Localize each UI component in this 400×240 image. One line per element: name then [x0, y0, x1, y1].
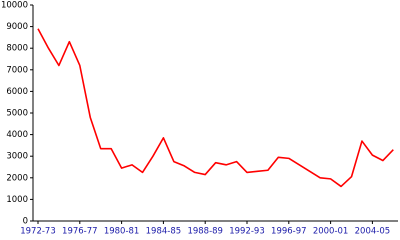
data-line	[37, 28, 394, 188]
y-tick-label: 10000	[1, 1, 28, 11]
y-tick-label: 4000	[6, 130, 28, 140]
y-tick-label: 0	[23, 217, 28, 227]
x-tick-label: 1984-85	[146, 227, 182, 237]
x-tick-label: 1988-89	[187, 227, 223, 237]
x-tick-label: 1972-73	[20, 227, 56, 237]
y-tick-label: 8000	[6, 44, 28, 54]
x-tick-label: 1996-97	[271, 227, 307, 237]
y-tick-label: 6000	[6, 87, 28, 97]
y-tick-label: 2000	[6, 173, 28, 183]
y-tick-label: 5000	[6, 109, 28, 119]
x-tick-label: 1976-77	[62, 227, 98, 237]
x-tick-label: 1992-93	[229, 227, 265, 237]
y-tick-label: 9000	[6, 22, 28, 32]
x-tick-label: 2000-01	[313, 227, 349, 237]
y-tick-label: 1000	[6, 195, 28, 205]
x-tick-label: 2004-05	[355, 227, 391, 237]
y-tick-label: 7000	[6, 65, 28, 75]
y-tick-label: 3000	[6, 152, 28, 162]
x-tick-label: 1980-81	[104, 227, 140, 237]
